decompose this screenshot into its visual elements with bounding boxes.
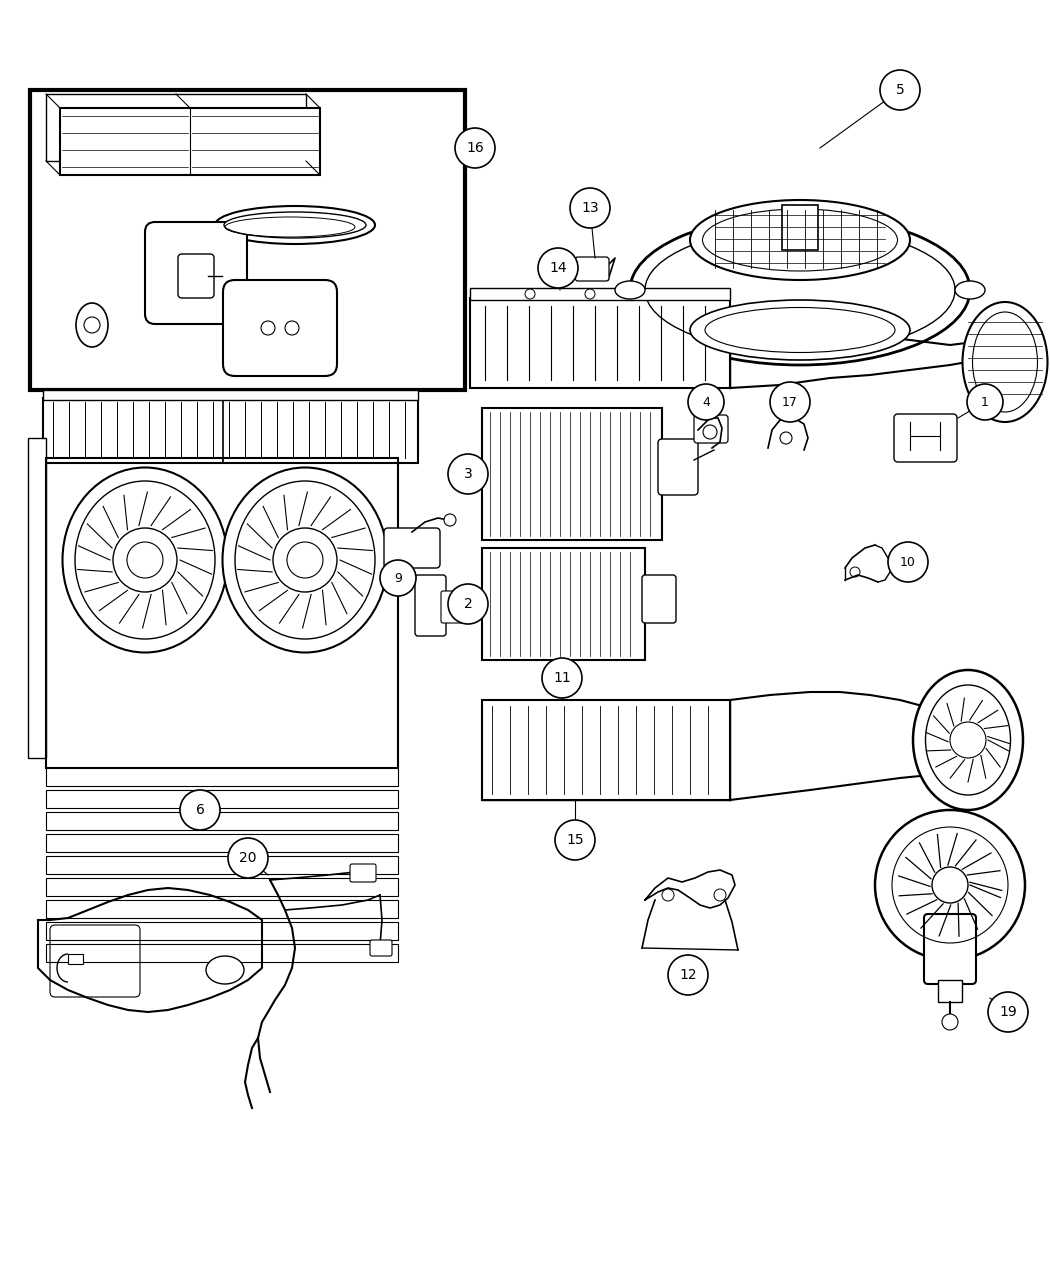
Text: 17: 17 [782,395,798,408]
Text: 3: 3 [464,467,473,481]
Text: 20: 20 [239,850,257,864]
Bar [30,91,465,390]
Bar [68,954,83,964]
Ellipse shape [963,302,1048,422]
Bar [46,944,398,963]
Circle shape [668,955,708,994]
Circle shape [942,1014,958,1030]
Circle shape [880,70,920,110]
Circle shape [380,560,416,595]
FancyBboxPatch shape [223,280,337,376]
Text: 2: 2 [464,597,473,611]
Text: 5: 5 [896,83,904,97]
Text: 10: 10 [900,556,916,569]
Bar [46,790,398,808]
Text: 16: 16 [466,142,484,156]
Circle shape [967,384,1003,419]
Text: 4: 4 [702,395,710,408]
Text: 6: 6 [195,803,205,817]
Circle shape [555,820,595,861]
FancyBboxPatch shape [642,575,676,623]
Text: 9: 9 [394,571,402,584]
Circle shape [448,584,488,623]
Circle shape [570,187,610,228]
FancyBboxPatch shape [415,575,446,636]
Ellipse shape [215,207,375,244]
Ellipse shape [223,468,387,653]
Bar [43,398,418,463]
Circle shape [228,838,268,878]
Circle shape [444,514,456,527]
Ellipse shape [63,468,228,653]
Bar [482,548,645,660]
Circle shape [950,722,986,759]
Ellipse shape [690,300,910,360]
FancyBboxPatch shape [894,414,957,462]
FancyBboxPatch shape [924,914,976,984]
Circle shape [875,810,1025,960]
Ellipse shape [690,200,910,280]
Ellipse shape [956,280,985,300]
Text: 13: 13 [582,201,598,215]
Ellipse shape [76,303,108,347]
Ellipse shape [206,956,244,984]
FancyBboxPatch shape [658,439,698,495]
Bar [470,288,730,300]
FancyBboxPatch shape [350,864,376,882]
FancyBboxPatch shape [384,528,440,567]
FancyBboxPatch shape [575,258,609,280]
Circle shape [287,542,323,578]
Circle shape [448,454,488,493]
Text: 14: 14 [549,261,567,275]
Bar [46,834,398,852]
Ellipse shape [615,280,645,300]
Circle shape [704,425,717,439]
FancyBboxPatch shape [178,254,214,298]
Ellipse shape [914,669,1023,810]
Circle shape [113,528,177,592]
Circle shape [180,790,220,830]
Text: 19: 19 [1000,1005,1016,1019]
FancyBboxPatch shape [441,592,463,623]
Bar [60,108,320,175]
FancyBboxPatch shape [370,940,392,956]
Circle shape [888,542,928,581]
Text: 1: 1 [981,395,989,408]
FancyBboxPatch shape [694,414,728,442]
Bar [46,458,398,768]
Circle shape [770,382,810,422]
Bar [470,298,730,388]
Ellipse shape [224,212,366,238]
Bar [46,922,398,940]
Circle shape [932,867,968,903]
Text: 12: 12 [679,968,697,982]
Circle shape [273,528,337,592]
Bar [28,439,46,759]
FancyBboxPatch shape [145,222,247,324]
Circle shape [988,992,1028,1031]
Text: 15: 15 [566,833,584,847]
Polygon shape [38,887,262,1012]
Circle shape [780,432,792,444]
Bar [482,700,730,799]
Circle shape [542,658,582,697]
Bar [46,856,398,873]
Bar [46,900,398,918]
Bar [46,768,398,785]
Circle shape [127,542,163,578]
Bar [46,812,398,830]
Bar [46,94,306,161]
Circle shape [455,128,495,168]
Circle shape [538,249,578,288]
Bar [46,878,398,896]
Ellipse shape [630,215,970,365]
Bar [782,205,818,250]
Bar [938,980,962,1002]
Polygon shape [645,870,735,908]
Bar [43,390,418,400]
Circle shape [688,384,724,419]
Text: 11: 11 [553,671,571,685]
Bar [482,408,662,541]
